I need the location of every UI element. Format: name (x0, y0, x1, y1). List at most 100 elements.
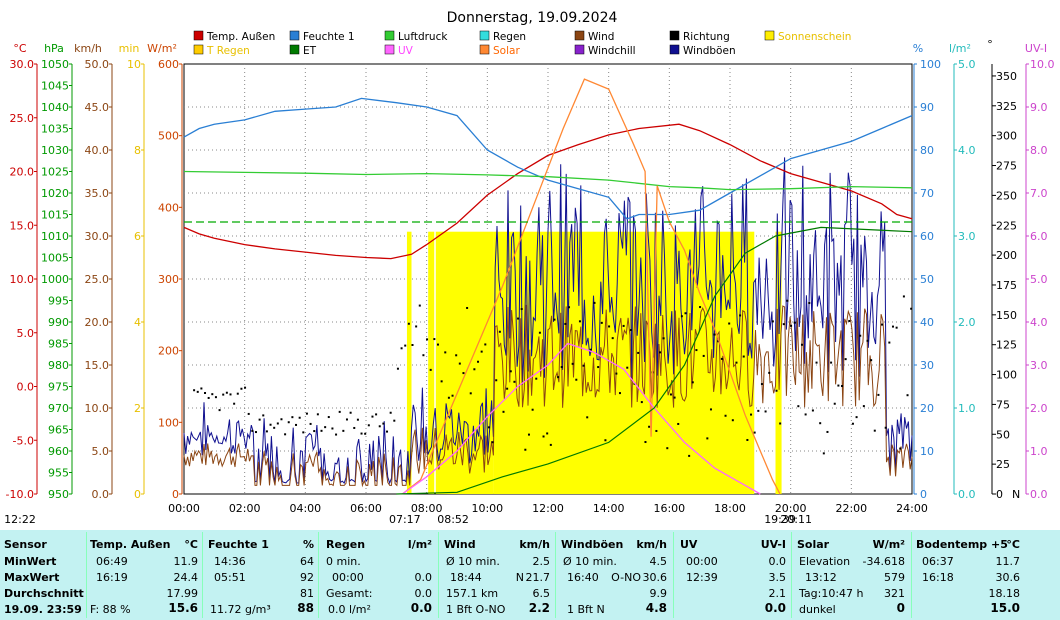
solar-max-time: 13:12 (805, 571, 837, 584)
direction-dot (447, 396, 450, 399)
sunshine-bar (406, 231, 412, 494)
direction-dot (254, 431, 257, 434)
pressure-axis-tick-label: 1000 (41, 273, 69, 286)
direction-dot (495, 379, 498, 382)
direction-dot (910, 307, 913, 310)
wind-axis-tick-label: 35.0 (85, 187, 110, 200)
uv-unit: UV-I (760, 538, 786, 551)
direction-axis-unit: ° (987, 38, 993, 51)
legend-label: Windchill (588, 45, 636, 57)
direction-dot (691, 381, 694, 384)
direction-dot (604, 439, 607, 442)
soil-unit: °C (1006, 538, 1020, 551)
direction-dot (360, 432, 363, 435)
humidity-axis-tick-label: 30 (920, 359, 934, 372)
legend-label: Temp. Außen (206, 31, 275, 43)
legend-label: UV (398, 45, 414, 57)
time-annotation: 19:39 (764, 513, 796, 526)
direction-dot (313, 430, 316, 433)
direction-dot (851, 422, 854, 425)
direction-dot (218, 409, 221, 412)
series-solar (401, 78, 781, 495)
direction-dot (436, 343, 439, 346)
hum-header: Feuchte 1 (208, 538, 269, 551)
direction-dot (877, 393, 880, 396)
rain-axis-tick-label: 4.0 (958, 144, 976, 157)
solar-axis-tick-label: 0 (172, 488, 179, 501)
direction-dot (750, 413, 753, 416)
wind-axis-tick-label: 50.0 (85, 58, 110, 71)
sunshine-axis-tick-label: 2 (134, 402, 141, 415)
solar-avg-value: 321 (884, 587, 905, 600)
direction-dot (800, 343, 803, 346)
pressure-axis-tick-label: 965 (48, 424, 69, 437)
hum-max-time: 05:51 (214, 571, 246, 584)
temp-header: Temp. Außen (90, 538, 171, 551)
direction-dot (837, 384, 840, 387)
direction-dot (546, 432, 549, 435)
time-annotation: 08:52 (437, 513, 469, 526)
direction-dot (844, 358, 847, 361)
solar-axis-tick-label: 600 (158, 58, 179, 71)
gust-min-value: 4.5 (649, 555, 668, 568)
direction-dot (830, 361, 833, 364)
direction-n-label: N (1012, 488, 1020, 501)
direction-dot (586, 416, 589, 419)
direction-dot (553, 318, 556, 321)
x-tick-label: 20:00 (775, 502, 807, 515)
legend-swatch (669, 30, 680, 41)
rain-max-value: 0.0 (414, 571, 433, 584)
direction-dot (320, 429, 323, 432)
direction-dot (782, 323, 785, 326)
direction-dot (400, 347, 403, 350)
pressure-axis-tick-label: 980 (48, 359, 69, 372)
direction-dot (768, 371, 771, 374)
hum-avg-value: 81 (300, 587, 314, 600)
time-annotation: 12:22 (4, 513, 36, 526)
temp-axis-tick-label: 30.0 (10, 58, 35, 71)
series-temp-au-en (183, 123, 913, 260)
direction-dot (367, 424, 370, 427)
legend-label: ET (303, 45, 317, 57)
temp-now-value: 15.6 (168, 601, 198, 615)
stats-now-label: 19.09. 23:59 (4, 603, 82, 616)
direction-dot (316, 413, 319, 416)
legend-label: Windböen (683, 45, 736, 57)
pressure-axis-tick-label: 1020 (41, 187, 69, 200)
humidity-axis-tick-label: 0 (920, 488, 927, 501)
pressure-axis-tick-label: 1010 (41, 230, 69, 243)
direction-dot (855, 416, 858, 419)
wind-axis-tick-label: 5.0 (92, 445, 110, 458)
direction-dot (393, 419, 396, 422)
direction-dot (673, 396, 676, 399)
direction-dot (815, 361, 818, 364)
direction-dot (466, 306, 469, 309)
direction-dot (251, 429, 254, 432)
direction-dot (575, 378, 578, 381)
wind-now-label: 1 Bft O-NO (446, 603, 506, 616)
direction-dot (382, 422, 385, 425)
gust-now-label: 1 Bft N (567, 603, 605, 616)
direction-dot (560, 366, 563, 369)
uv-axis-tick-label: 9.0 (1030, 101, 1048, 114)
uv-avg-value: 2.1 (768, 587, 787, 600)
direction-dot (349, 411, 352, 414)
temp-max-time: 16:19 (96, 571, 128, 584)
soil-max-time: 16:18 (922, 571, 954, 584)
direction-dot (760, 383, 763, 386)
wind-axis-unit: km/h (74, 42, 102, 55)
axes: 30.025.020.015.010.05.00.0-5.0-10.0°C105… (4, 38, 1054, 526)
direction-dot (280, 418, 283, 421)
gust-unit: km/h (636, 538, 667, 551)
direction-dot (415, 325, 418, 328)
sunshine-axis-tick-label: 4 (134, 316, 141, 329)
uv-axis-tick-label: 2.0 (1030, 402, 1048, 415)
pressure-axis-tick-label: 1045 (41, 80, 69, 93)
stats-col-soil: Bodentemp +5 °C 06:37 11.7 16:18 30.6 18… (916, 530, 1020, 620)
rain-unit: l/m² (407, 538, 432, 551)
legend-label: T Regen (206, 45, 250, 57)
stats-max-label: MaxWert (4, 571, 60, 584)
chart-title: Donnerstag, 19.09.2024 (447, 10, 618, 26)
pressure-axis-tick-label: 1035 (41, 123, 69, 136)
direction-dot (506, 387, 509, 390)
